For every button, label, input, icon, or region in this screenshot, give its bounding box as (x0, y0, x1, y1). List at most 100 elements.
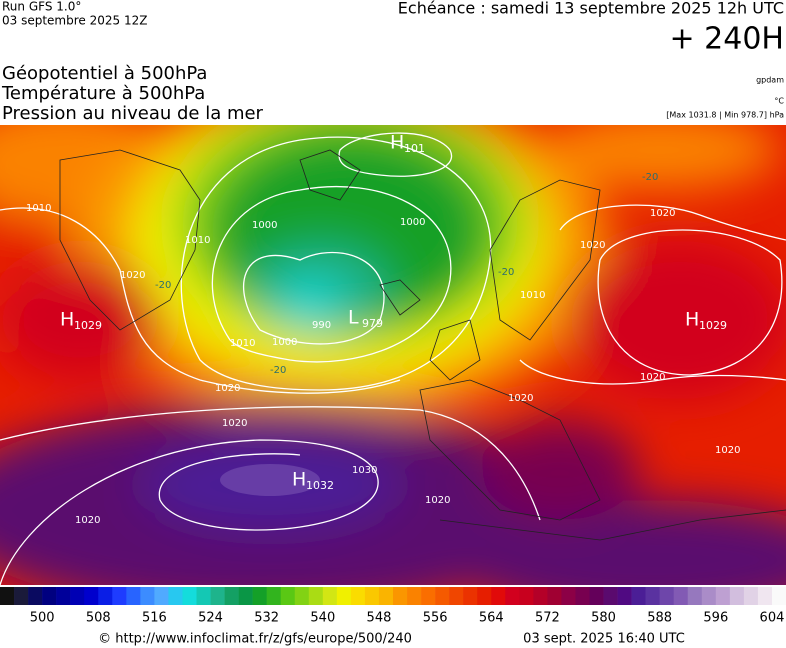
colorbar-swatch (238, 587, 253, 605)
colorbar-swatch (421, 587, 436, 605)
colorbar-swatch (70, 587, 85, 605)
colorbar-swatch (42, 587, 57, 605)
pressure-symbol: H (685, 309, 699, 331)
colorbar-swatch (224, 587, 239, 605)
isobar-label: 1030 (352, 465, 377, 476)
isobar-label: 1020 (222, 418, 247, 429)
colorbar-swatch (449, 587, 464, 605)
isobar-label: 1020 (120, 270, 145, 281)
isobar-label: 1020 (580, 240, 605, 251)
run-date: 03 septembre 2025 12Z (2, 14, 147, 28)
colorbar-swatch (364, 587, 380, 605)
colorbar-tick-label: 604 (760, 611, 785, 626)
unit: [Max 1031.8 | Min 978.7] hPa (666, 111, 784, 120)
colorbar-tick-label: 548 (367, 611, 392, 626)
pressure-value: 1032 (306, 479, 334, 492)
lead-time: + 240H (670, 22, 785, 57)
temperature-label: -20 (642, 172, 658, 183)
isobar-label: 1010 (230, 338, 255, 349)
pressure-symbol: H (60, 309, 74, 331)
colorbar-swatch (280, 587, 296, 605)
colorbar-swatch (14, 587, 29, 605)
colorbar-swatch (378, 587, 394, 605)
colorbar-tick-label: 580 (591, 611, 616, 626)
colorbar-tick-label: 564 (479, 611, 504, 626)
colorbar-tick-label: 508 (86, 611, 111, 626)
colorbar-swatch (687, 587, 703, 605)
isobar-label: 1020 (425, 495, 450, 506)
isobar-label: 1000 (252, 220, 277, 231)
colorbar-swatch (743, 587, 759, 605)
colorbar-swatch (210, 587, 225, 605)
colorbar-swatch (407, 587, 422, 605)
colorbar-swatch (561, 587, 576, 605)
run: Run GFS 1.0° (2, 0, 81, 14)
pressure-value: 979 (362, 317, 383, 330)
colorbar-tick-label: 516 (142, 611, 167, 626)
isobar-label: 1020 (75, 515, 100, 526)
colorbar-swatch (98, 587, 113, 605)
colorbar-swatch (505, 587, 520, 605)
colorbar-swatch (154, 587, 169, 605)
isobar-label: 1020 (508, 393, 533, 404)
colorbar-swatch (617, 587, 632, 605)
colorbar-swatch (547, 587, 562, 605)
unit: gpdam (756, 76, 784, 85)
colorbar-swatch (603, 587, 618, 605)
pressure-symbol: L (348, 307, 359, 329)
temperature-label: -20 (155, 280, 171, 291)
unit: °C (774, 97, 784, 106)
isobar-label: 1020 (640, 372, 665, 383)
colorbar-swatch (645, 587, 660, 605)
colorbar-tick-label: 596 (703, 611, 728, 626)
colorbar-swatch (771, 587, 786, 605)
colorbar-swatch (463, 587, 478, 605)
colorbar-swatch (729, 587, 745, 605)
colorbar-tick-label: 532 (254, 611, 279, 626)
pressure-value: 101 (404, 142, 425, 155)
colorbar-swatch (56, 587, 71, 605)
colorbar-swatch (196, 587, 211, 605)
isobar-label: 1010 (26, 203, 51, 214)
colorbar-swatch (393, 587, 408, 605)
isobar-label: 1020 (650, 208, 675, 219)
field-title: Température à 500hPa (1, 83, 205, 104)
field-title: Pression au niveau de la mer (2, 103, 264, 124)
colorbar-swatch (0, 587, 15, 605)
colorbar-swatch (589, 587, 604, 605)
colorbar-swatch (575, 587, 590, 605)
colorbar-swatch (477, 587, 492, 605)
colorbar-swatch (294, 587, 310, 605)
colorbar-tick-label: 540 (310, 611, 335, 626)
colorbar-swatch (28, 587, 43, 605)
pressure-symbol: H (390, 132, 404, 154)
isobar-label: 1010 (185, 235, 210, 246)
colorbar-swatch (84, 587, 99, 605)
isobar-label: 1000 (272, 337, 297, 348)
isobar-label: 990 (312, 320, 331, 331)
colorbar-swatch (266, 587, 282, 605)
isobar-label: 1000 (400, 217, 425, 228)
field-title: Géopotentiel à 500hPa (2, 63, 207, 84)
colorbar-swatch (168, 587, 183, 605)
colorbar-tick-label: 500 (30, 611, 55, 626)
colorbar-swatch (533, 587, 548, 605)
pressure-value: 1029 (74, 319, 102, 332)
isobar-label: 1020 (715, 445, 740, 456)
colorbar-swatch (336, 587, 352, 605)
colorbar-swatch (491, 587, 506, 605)
colorbar-tick-label: 556 (423, 611, 448, 626)
isobar-label: 1010 (520, 290, 545, 301)
colorbar-tick-label: 524 (198, 611, 223, 626)
colorbar-swatch (308, 587, 324, 605)
colorbar-swatch (701, 587, 717, 605)
colorbar-swatch (659, 587, 675, 605)
temperature-label: -20 (270, 365, 286, 376)
pressure-value: 1029 (699, 319, 727, 332)
colorbar-swatch (252, 587, 267, 605)
colorbar-swatch (112, 587, 127, 605)
colorbar-swatch (715, 587, 731, 605)
colorbar-swatch (182, 587, 197, 605)
